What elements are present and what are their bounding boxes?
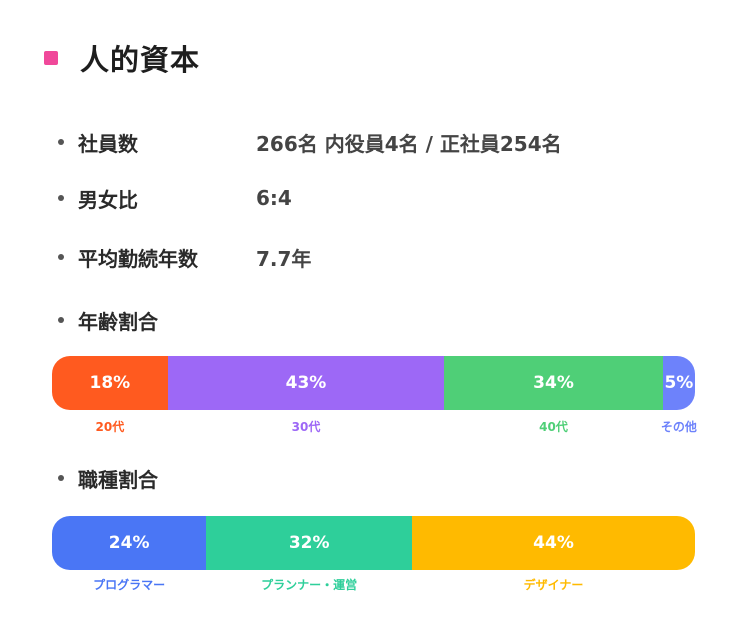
stat-label: 男女比 bbox=[78, 187, 138, 212]
job-ratio-caption: デザイナー bbox=[523, 578, 584, 592]
stat-tenure: 平均勤続年数 7.7年 bbox=[58, 243, 311, 271]
stat-label: 社員数 bbox=[78, 131, 138, 156]
stat-label: 平均勤続年数 bbox=[78, 246, 198, 271]
job-ratio-segment: 44% bbox=[412, 516, 695, 570]
stat-gender-ratio: 男女比 6:4 bbox=[58, 184, 292, 212]
job-ratio-caption: プランナー・運営 bbox=[261, 578, 358, 592]
bullet-icon bbox=[58, 139, 64, 145]
stat-value: 7.7年 bbox=[256, 246, 312, 271]
age-ratio-caption: 20代 bbox=[95, 420, 125, 434]
job-ratio-bar: 24% 32% 44% bbox=[52, 516, 695, 570]
bullet-icon bbox=[58, 254, 64, 260]
stat-value: 6:4 bbox=[256, 186, 292, 210]
job-ratio-caption: プログラマー bbox=[93, 578, 166, 592]
section-heading: 人的資本 bbox=[44, 38, 200, 78]
age-ratio-caption: その他 bbox=[660, 420, 697, 434]
job-ratio-heading: 職種割合 bbox=[58, 464, 158, 492]
stat-employees: 社員数 266名 内役員4名 / 正社員254名 bbox=[58, 128, 562, 156]
heading-marker-icon bbox=[44, 51, 58, 65]
job-ratio-segment: 32% bbox=[206, 516, 413, 570]
age-ratio-label: 年齢割合 bbox=[78, 309, 158, 334]
age-ratio-segment: 34% bbox=[444, 356, 663, 410]
stat-value: 266名 内役員4名 / 正社員254名 bbox=[256, 131, 562, 156]
age-ratio-segment: 5% bbox=[662, 356, 695, 410]
age-ratio-caption: 30代 bbox=[291, 420, 321, 434]
job-ratio-label: 職種割合 bbox=[78, 467, 158, 492]
job-ratio-segment: 24% bbox=[52, 516, 207, 570]
bullet-icon bbox=[58, 475, 64, 481]
bullet-icon bbox=[58, 317, 64, 323]
age-ratio-bar: 18% 43% 34% 5% bbox=[52, 356, 695, 410]
age-ratio-segment: 18% bbox=[52, 356, 168, 410]
page-title: 人的資本 bbox=[80, 43, 201, 77]
age-ratio-caption: 40代 bbox=[539, 420, 568, 434]
age-ratio-segment: 43% bbox=[167, 356, 445, 410]
bullet-icon bbox=[58, 195, 64, 201]
age-ratio-heading: 年齢割合 bbox=[58, 306, 158, 334]
